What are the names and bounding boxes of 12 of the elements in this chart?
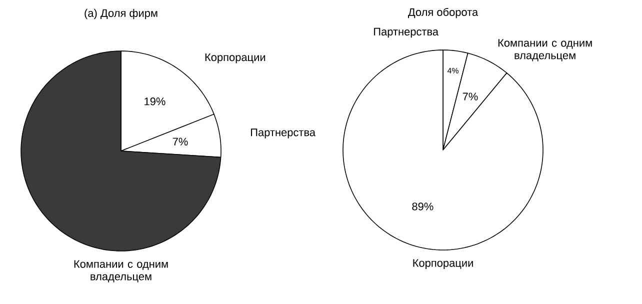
data-label: 7% — [462, 92, 478, 100]
chart-title: Доля оборота — [408, 8, 478, 18]
data-label: 19% — [144, 98, 166, 106]
slice-label: Партнерства — [251, 128, 316, 138]
slice-label: Компании с одним владельцем — [74, 260, 168, 282]
chart-title: (а) Доля фирм — [84, 8, 158, 20]
slice-label: Компании с одним владельцем — [498, 39, 592, 62]
data-label: 7% — [172, 138, 188, 146]
slice-label: Корпорации — [413, 259, 473, 269]
slice-label: Партнерства — [374, 28, 439, 38]
slice-label: Корпорации — [205, 53, 266, 64]
data-label: 89% — [412, 202, 434, 210]
